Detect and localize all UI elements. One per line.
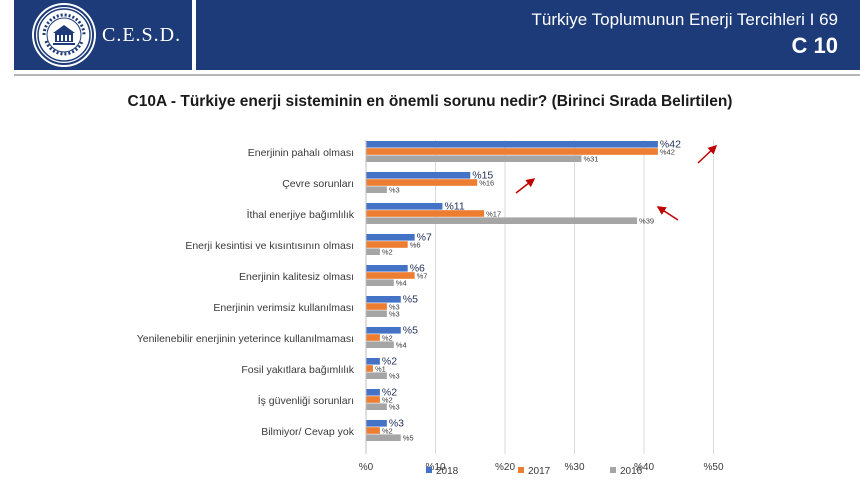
bar-2018	[366, 234, 415, 241]
bar-2018	[366, 358, 380, 365]
page-title: Türkiye Toplumunun Enerji Tercihleri I 6…	[531, 10, 838, 29]
x-tick-label: %30	[564, 462, 584, 473]
data-label-2018: %6	[410, 263, 425, 275]
data-label-2017: %2	[382, 426, 393, 435]
bar-2016	[366, 155, 582, 162]
bar-2018	[366, 265, 408, 272]
category-label: Enerjinin pahalı olması	[248, 147, 354, 159]
data-label-2016: %3	[389, 372, 400, 381]
data-label-2017: %2	[382, 333, 393, 342]
legend-label-2016: 2016	[620, 466, 643, 477]
bar-2016	[366, 403, 387, 410]
data-label-2018: %42	[660, 139, 681, 151]
bar-2018	[366, 327, 401, 334]
bar-2016	[366, 434, 401, 441]
data-label-2018: %11	[444, 201, 464, 213]
data-label-2016: %5	[403, 434, 414, 443]
category-label: Enerji kesintisi ve kısıntısının olması	[185, 240, 354, 252]
data-label-2016: %3	[389, 403, 400, 412]
data-label-2016: %2	[382, 248, 393, 257]
bar-2018	[366, 420, 387, 427]
legend-label-2018: 2018	[436, 466, 459, 477]
category-label: Enerjinin verimsiz kullanılması	[213, 302, 354, 314]
legend-swatch-2016	[610, 467, 616, 473]
bar-2016	[366, 372, 387, 379]
category-label: İş güvenliği sorunları	[258, 394, 354, 407]
data-label-2017: %3	[389, 302, 400, 311]
x-tick-label: %50	[703, 462, 723, 473]
category-label: Bilmiyor/ Cevap yok	[261, 426, 355, 438]
legend-label-2017: 2017	[528, 466, 551, 477]
data-label-2017: %16	[479, 178, 494, 187]
data-label-2018: %7	[417, 232, 432, 244]
bar-2016	[366, 279, 394, 286]
category-label: Fosil yakıtlara bağımlılık	[241, 364, 354, 376]
data-label-2017: %6	[410, 240, 421, 249]
bar-2016	[366, 341, 394, 348]
legend-swatch-2017	[518, 467, 524, 473]
data-label-2016: %4	[396, 279, 407, 288]
university-seal-icon	[34, 5, 94, 65]
x-tick-label: %10	[425, 462, 445, 473]
annotation-arrow	[697, 144, 718, 164]
data-label-2018: %2	[382, 387, 397, 399]
data-label-2017: %2	[382, 395, 393, 404]
chart-title: C10A - Türkiye enerji sisteminin en önem…	[127, 93, 733, 110]
category-label: Yenilenebilir enerjinin yeterince kullan…	[137, 333, 354, 345]
category-label: İthal enerjiye bağımlılık	[247, 208, 355, 221]
bar-2016	[366, 248, 380, 255]
bar-2018	[366, 296, 401, 303]
data-label-2016: %31	[583, 155, 598, 164]
x-tick-label: %40	[634, 462, 654, 473]
header-banner: Türkiye Toplumunun Enerji Tercihleri I 6…	[196, 0, 860, 70]
data-label-2017: %1	[375, 364, 386, 373]
logo-text: C.E.S.D.	[102, 23, 182, 46]
data-label-2016: %3	[389, 310, 400, 319]
bar-2017	[366, 396, 380, 403]
x-tick-label: %20	[495, 462, 515, 473]
bar-2017	[366, 241, 408, 248]
bar-2018	[366, 389, 380, 396]
logo-block: C.E.S.D.	[14, 0, 192, 70]
data-label-2017: %42	[660, 147, 675, 156]
x-tick-label: %0	[359, 462, 374, 473]
bar-2017	[366, 272, 415, 279]
data-label-2016: %3	[389, 186, 400, 195]
bar-2017	[366, 210, 485, 217]
bar-2017	[366, 179, 478, 186]
annotation-arrow	[656, 206, 679, 221]
category-label: Enerjinin kalitesiz olması	[239, 271, 354, 283]
data-label-2017: %17	[486, 209, 501, 218]
bar-2017	[366, 365, 373, 372]
category-label: Çevre sorunları	[282, 178, 354, 190]
bar-2017	[366, 334, 380, 341]
data-label-2018: %3	[389, 418, 404, 430]
bar-2016	[366, 217, 638, 224]
legend-swatch-2018	[426, 467, 432, 473]
section-code: C 10	[791, 33, 838, 58]
data-label-2017: %7	[417, 271, 428, 280]
bar-2018	[366, 203, 443, 210]
bar-2017	[366, 427, 380, 434]
annotation-arrow	[515, 178, 536, 194]
bar-2018	[366, 141, 658, 148]
data-label-2016: %39	[639, 217, 654, 226]
bar-2017	[366, 148, 658, 155]
bar-2018	[366, 172, 471, 179]
data-label-2018: %15	[472, 170, 493, 182]
data-label-2018: %5	[403, 325, 418, 337]
data-label-2018: %5	[403, 294, 418, 306]
data-label-2018: %2	[382, 356, 397, 368]
data-label-2016: %4	[396, 341, 407, 350]
bar-2016	[366, 310, 387, 317]
bar-2017	[366, 303, 387, 310]
header-divider	[14, 74, 860, 76]
bar-2016	[366, 186, 387, 193]
